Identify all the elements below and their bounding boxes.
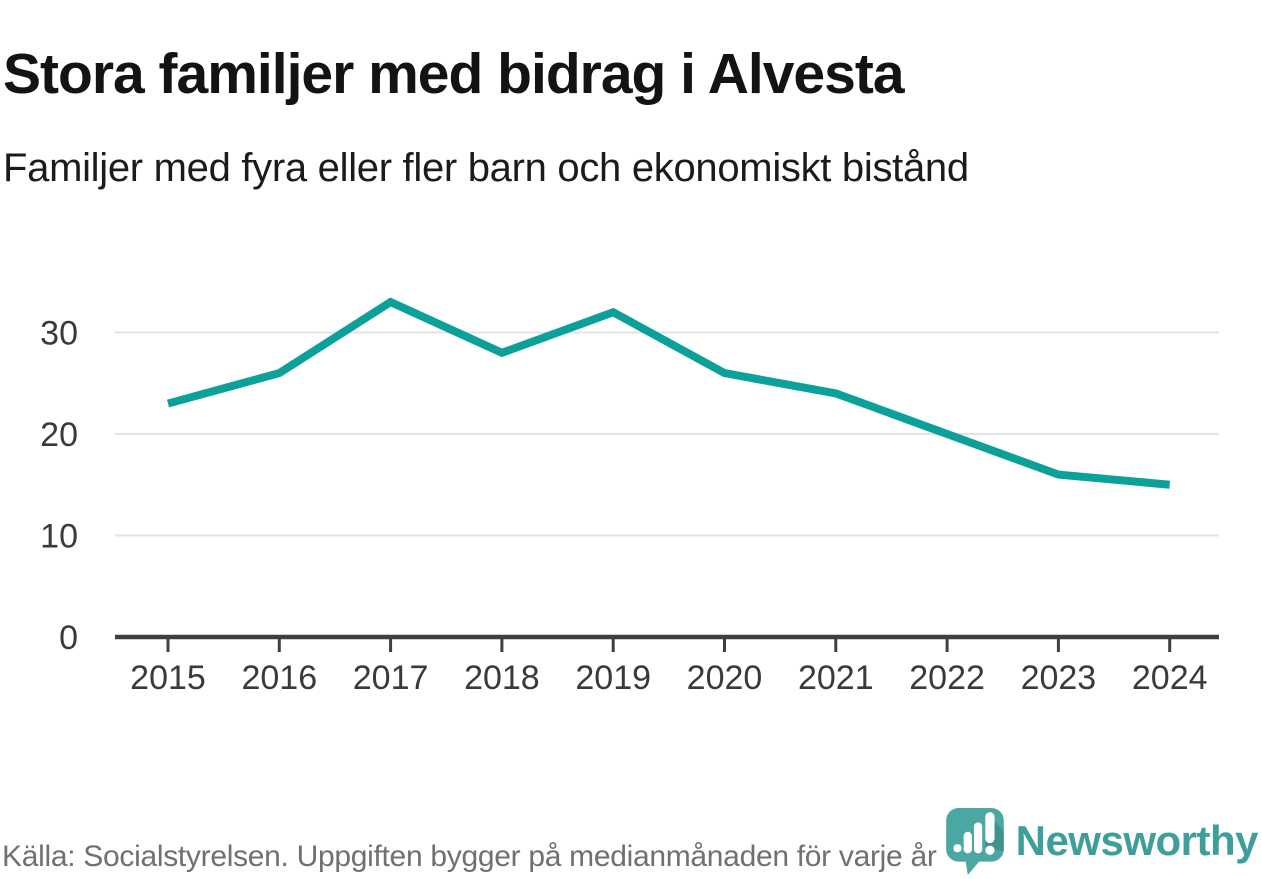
x-tick-label: 2022 — [909, 659, 985, 697]
source-note: Källa: Socialstyrelsen. Uppgiften bygger… — [2, 840, 937, 873]
x-tick-label: 2018 — [464, 659, 540, 697]
page-title: Stora familjer med bidrag i Alvesta — [3, 42, 905, 107]
x-tick-label: 2019 — [575, 659, 651, 697]
x-tick-label: 2016 — [241, 659, 317, 697]
newsworthy-logo: Newsworthy — [944, 806, 1259, 876]
x-tick-label: 2023 — [1021, 659, 1097, 697]
x-tick-label: 2021 — [798, 659, 874, 697]
chart-subtitle: Familjer med fyra eller fler barn och ek… — [3, 146, 969, 190]
chart-canvas: 0 10 20 30 2015 2016 2017 2018 2019 2020 2021 2022 2… — [40, 297, 1219, 697]
newsworthy-logo-icon — [945, 808, 1004, 875]
y-tick-label: 30 — [40, 315, 78, 353]
x-tick-label: 2015 — [130, 659, 206, 697]
y-tick-label: 10 — [40, 518, 78, 556]
y-tick-label: 20 — [40, 416, 78, 454]
x-tick-label: 2024 — [1132, 659, 1208, 697]
y-tick-label: 0 — [59, 619, 78, 657]
line-chart: 0 10 20 30 2015 2016 2017 2018 2019 2020 2021 2022 2… — [0, 230, 1262, 700]
x-tick-label: 2017 — [353, 659, 429, 697]
data-line-series — [166, 297, 1171, 489]
newsworthy-logo-text: Newsworthy — [1015, 817, 1259, 864]
x-tick-label: 2020 — [687, 659, 763, 697]
